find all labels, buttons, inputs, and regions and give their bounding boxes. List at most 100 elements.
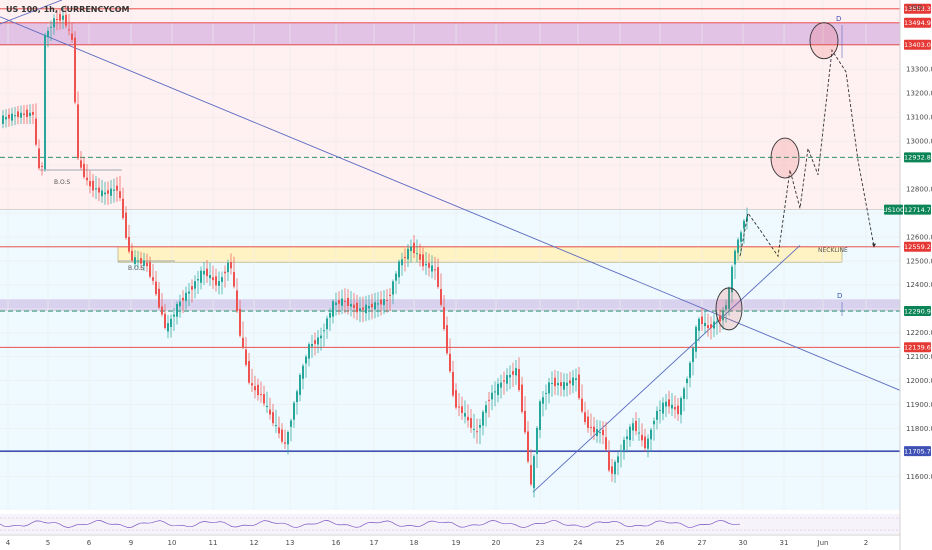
- x-tick-13: 23: [536, 539, 545, 547]
- candle-body: [275, 425, 277, 427]
- candle-body: [83, 163, 85, 178]
- y-tick-8: 12400.0: [906, 281, 932, 289]
- candle-body: [719, 316, 721, 322]
- candle-body: [485, 405, 487, 413]
- candle-body: [599, 432, 601, 434]
- candle-body: [737, 239, 739, 253]
- candle-body: [272, 412, 274, 424]
- oscillator-line: [0, 519, 741, 529]
- y-tick-12: 12800.0: [906, 185, 932, 193]
- time-axis[interactable]: 4 5 6 9 10 11 12 13 16 17 18 19 20 23 24 25 26 27 30 31 Jun 2: [6, 539, 868, 547]
- descending-trendline: [0, 16, 901, 391]
- candle-body: [104, 192, 106, 195]
- candle-body: [251, 383, 253, 386]
- price-label-bg-2: [904, 39, 931, 50]
- candle-body: [71, 33, 73, 40]
- candle-body: [560, 382, 562, 387]
- zone-layer: [0, 22, 900, 312]
- candle-body: [701, 316, 703, 325]
- candle-body: [455, 390, 457, 408]
- candle-body: [98, 187, 100, 193]
- candle-body: [59, 14, 61, 21]
- candle-body: [347, 297, 349, 306]
- price-label-4: 12714.7: [904, 206, 931, 214]
- candle-body: [209, 274, 211, 279]
- candle-body: [449, 353, 451, 372]
- candle-body: [11, 113, 13, 121]
- candle-body: [326, 318, 328, 330]
- candle-body: [137, 260, 139, 262]
- candle-body: [644, 436, 646, 449]
- candle-body: [596, 429, 598, 437]
- candle-body: [26, 109, 28, 118]
- x-tick-20: Jun: [817, 539, 829, 547]
- candle-body: [188, 291, 190, 294]
- x-tick-8: 16: [332, 539, 341, 547]
- candle-body: [416, 253, 418, 255]
- candle-body: [161, 306, 163, 315]
- price-axis-background: [900, 0, 932, 550]
- candle-body: [392, 281, 394, 295]
- candle-body: [365, 304, 367, 314]
- candle-body: [359, 308, 361, 312]
- candle-body: [80, 160, 82, 168]
- candle-body: [389, 294, 391, 296]
- candle-body: [65, 14, 67, 26]
- candle-body: [197, 279, 199, 281]
- candle-body: [230, 262, 232, 269]
- candle-body: [440, 289, 442, 305]
- candle-body: [338, 300, 340, 304]
- price-label-1: 13494.9: [904, 19, 931, 27]
- price-axis[interactable]: 13553.3 13494.9 13403.0 12932.8 12714.7 12559…: [883, 3, 932, 481]
- candle-body: [728, 288, 730, 309]
- candle-body: [695, 326, 697, 352]
- candle-body: [386, 299, 388, 301]
- candle-body: [134, 257, 136, 264]
- candle-body: [356, 302, 358, 313]
- bos-label-1: B.O.S: [54, 179, 70, 186]
- candle-body: [290, 420, 292, 427]
- candle-body: [407, 248, 409, 260]
- candle-body: [467, 416, 469, 421]
- candle-body: [44, 34, 46, 170]
- candle-body: [689, 362, 691, 378]
- candle-body: [167, 323, 169, 332]
- candle-body: [452, 371, 454, 396]
- candle-body: [116, 185, 118, 191]
- candle-body: [200, 270, 202, 283]
- oscillator-background: [0, 514, 900, 534]
- candle-body: [623, 439, 625, 451]
- candle-body: [320, 335, 322, 339]
- x-tick-16: 26: [656, 539, 665, 547]
- currency-label: USD: [908, 4, 923, 12]
- candle-body: [299, 374, 301, 395]
- candle-body: [647, 438, 649, 449]
- candle-body: [464, 413, 466, 417]
- candle-body: [302, 365, 304, 379]
- price-label-5: 12559.2: [904, 243, 931, 251]
- x-tick-14: 24: [574, 539, 583, 547]
- candle-body: [206, 268, 208, 277]
- candle-body: [653, 420, 655, 425]
- y-tick-2: 11800.0: [906, 425, 932, 433]
- oscillator-panel: [0, 514, 900, 534]
- candle-body: [170, 318, 172, 327]
- candle-body: [503, 380, 505, 382]
- candle-body: [656, 410, 658, 420]
- candle-body: [68, 29, 70, 31]
- candle-body: [551, 383, 553, 385]
- candle-body: [218, 281, 220, 286]
- candle-body: [335, 302, 337, 306]
- candle-body: [380, 299, 382, 305]
- y-tick-16: 13200.0: [906, 90, 932, 98]
- x-tick-21: 2: [864, 539, 868, 547]
- candle-body: [626, 436, 628, 440]
- price-label-bg-5: [904, 241, 931, 252]
- candle-body: [536, 427, 538, 454]
- y-tick-4: 12000.0: [906, 377, 932, 385]
- top-trendline: [0, 0, 63, 25]
- x-tick-3: 9: [129, 539, 133, 547]
- candle-body: [512, 371, 514, 375]
- price-label-bg-0: [904, 3, 931, 14]
